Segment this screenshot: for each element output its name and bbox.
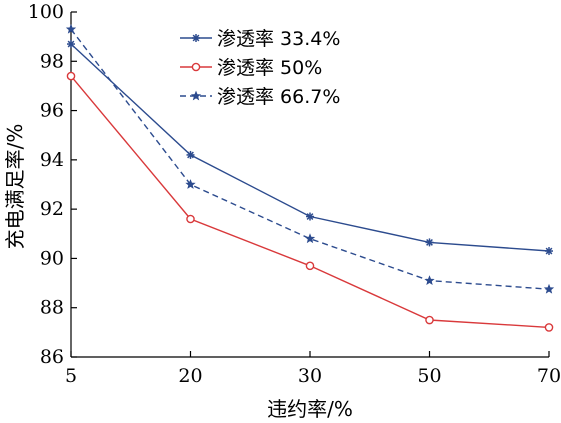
series-3 (65, 23, 555, 294)
x-tick-label: 20 (178, 365, 202, 387)
legend-item: 渗透率 66.7% (180, 86, 340, 108)
x-tick-label: 70 (537, 365, 561, 387)
legend-marker (190, 90, 202, 101)
legend-item: 渗透率 33.4% (180, 28, 340, 50)
data-point (543, 283, 555, 294)
legend-label: 渗透率 66.7% (217, 86, 340, 108)
legend-marker (191, 62, 201, 72)
y-tick-label: 90 (40, 247, 64, 269)
y-tick-label: 100 (28, 1, 64, 23)
data-point (66, 71, 76, 81)
data-point (306, 212, 314, 221)
x-tick-label: 50 (417, 365, 441, 387)
y-tick-label: 88 (40, 297, 64, 319)
data-point (304, 233, 316, 244)
x-tick-label: 5 (65, 365, 77, 387)
series-1 (67, 40, 553, 256)
data-point (544, 323, 554, 332)
data-point (65, 23, 77, 34)
y-tick-label: 86 (40, 346, 64, 368)
y-axis-title: 充电满足率/% (3, 124, 27, 250)
y-tick-label: 96 (40, 100, 64, 122)
data-point (305, 261, 315, 271)
legend-label: 渗透率 33.4% (217, 28, 340, 50)
data-point (424, 275, 435, 285)
legend-item: 渗透率 50% (180, 57, 322, 79)
data-point (186, 214, 195, 224)
series-line (70, 75, 550, 329)
legend-marker (192, 34, 200, 42)
data-point (67, 40, 75, 49)
y-tick-label: 94 (40, 149, 64, 171)
x-tick-label: 30 (298, 365, 322, 387)
series-2 (66, 71, 554, 332)
legend: 渗透率 33.4% 渗透率 50% 渗透率 66.7% (180, 28, 340, 108)
axes: 86 88 90 92 94 96 98 100 5 20 30 50 70 (28, 1, 561, 387)
data-point (425, 238, 434, 247)
series-line (70, 28, 550, 290)
data-point (186, 150, 195, 159)
legend-label: 渗透率 50% (217, 57, 322, 79)
series-layer (65, 23, 555, 332)
x-axis-title: 违约率/% (267, 397, 353, 421)
y-tick-label: 92 (40, 198, 64, 220)
data-point (185, 179, 196, 189)
y-tick-label: 98 (40, 50, 64, 72)
data-point (545, 247, 553, 256)
data-point (425, 315, 434, 325)
